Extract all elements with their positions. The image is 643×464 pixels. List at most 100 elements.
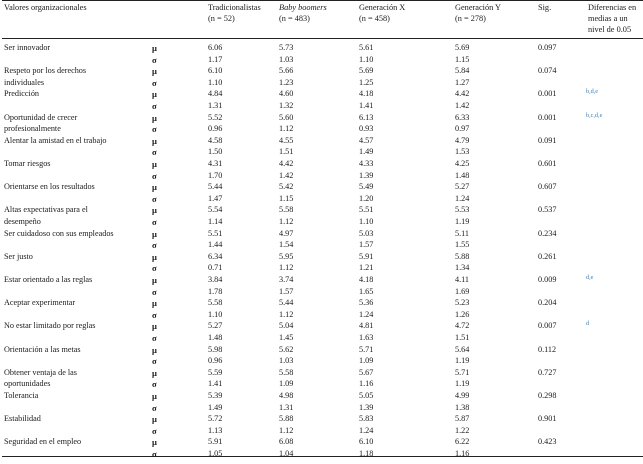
top-rule [2, 0, 643, 1]
sd-value: 1.13 [208, 425, 223, 435]
sd-value: 1.70 [208, 170, 223, 180]
sd-value: 1.12 [279, 217, 294, 226]
row-label: Ser justo [4, 251, 33, 261]
sd-value: 1.23 [279, 77, 294, 87]
mean-value: 5.58 [279, 367, 294, 377]
header-generacion-y: Generación Y [455, 3, 501, 12]
row-label: Obtener ventaja de las [4, 367, 77, 377]
mean-value: 5.98 [208, 344, 223, 354]
mean-value: 5.91 [359, 251, 374, 261]
sd-value: 1.03 [279, 54, 294, 64]
mu-symbol: μ [152, 367, 157, 378]
sigma-symbol: σ [152, 193, 157, 204]
mean-value: 6.08 [279, 437, 294, 447]
mean-value: 5.88 [455, 251, 470, 261]
mean-value: 5.73 [279, 43, 294, 52]
mean-value: 5.91 [208, 437, 223, 447]
sigma-symbol: σ [152, 101, 157, 111]
mean-value: 5.95 [279, 251, 294, 261]
mean-value: 4.33 [359, 159, 374, 168]
sig-value: 0.261 [538, 251, 557, 261]
sd-value: 1.10 [208, 309, 223, 319]
sd-value: 1.05 [208, 449, 223, 458]
sd-value: 1.12 [279, 309, 294, 319]
sig-value: 0.901 [538, 414, 557, 424]
mean-value: 5.49 [359, 182, 374, 192]
mu-symbol: μ [152, 159, 157, 169]
mean-value: 5.51 [208, 228, 223, 238]
header-values: Valores organizacionales [4, 3, 87, 12]
sd-value: 1.51 [455, 333, 470, 342]
sd-value: 1.10 [359, 217, 374, 226]
row-label: profesionalmente [4, 124, 61, 134]
sigma-symbol: σ [152, 449, 157, 459]
sigma-symbol: σ [152, 425, 157, 436]
sd-value: 1.57 [279, 286, 294, 296]
sd-value: 1.31 [208, 101, 223, 110]
sd-value: 0.71 [208, 263, 223, 273]
mean-value: 4.79 [455, 135, 470, 145]
sd-value: 1.42 [279, 170, 294, 180]
sd-value: 1.25 [359, 77, 374, 87]
mean-value: 6.06 [208, 43, 223, 52]
mean-value: 4.60 [279, 89, 294, 99]
mean-value: 5.84 [455, 66, 470, 76]
sigma-symbol: σ [152, 333, 157, 343]
sd-value: 1.15 [455, 54, 470, 64]
mean-value: 5.69 [359, 66, 374, 76]
mean-value: 5.52 [208, 112, 223, 122]
sig-value: 0.001 [538, 112, 557, 122]
sd-value: 1.18 [359, 449, 374, 458]
mean-value: 4.31 [208, 159, 223, 168]
sigma-symbol: σ [152, 379, 157, 390]
mu-symbol: μ [152, 205, 157, 216]
sd-value: 1.24 [455, 193, 470, 203]
mean-value: 4.11 [455, 275, 470, 284]
sd-value: 0.96 [208, 124, 223, 134]
mean-value: 5.62 [279, 344, 294, 354]
bottom-rule [2, 456, 643, 457]
mu-symbol: μ [152, 251, 157, 262]
sd-value: 1.47 [208, 193, 223, 203]
sigma-symbol: σ [152, 124, 157, 135]
row-label: desempeño [4, 217, 41, 226]
sd-value: 1.32 [279, 101, 294, 110]
sd-value: 1.24 [359, 425, 374, 435]
sd-value: 1.16 [455, 449, 470, 458]
mu-symbol: μ [152, 89, 157, 100]
mean-value: 3.74 [279, 275, 294, 284]
sd-value: 1.69 [455, 286, 470, 296]
sd-value: 0.96 [208, 356, 223, 366]
sd-value: 1.55 [455, 240, 470, 250]
mean-value: 6.34 [208, 251, 223, 261]
header-generacion-x: Generación X [359, 3, 406, 12]
sd-value: 1.17 [208, 54, 223, 64]
mu-symbol: μ [152, 112, 157, 123]
mean-value: 5.71 [455, 367, 470, 377]
mu-symbol: μ [152, 298, 157, 309]
sd-value: 1.21 [359, 263, 374, 273]
header-tradicionalistas-n: (n = 52) [208, 14, 235, 23]
sd-value: 1.34 [455, 263, 470, 273]
mean-value: 4.98 [279, 391, 294, 400]
sd-value: 1.27 [455, 77, 470, 87]
mean-value: 5.88 [279, 414, 294, 424]
sigma-symbol: σ [152, 147, 157, 158]
mu-symbol: μ [152, 66, 157, 77]
sigma-symbol: σ [152, 356, 157, 367]
sd-value: 1.39 [359, 170, 374, 180]
sig-value: 0.727 [538, 367, 557, 377]
mean-value: 4.81 [359, 321, 374, 331]
mu-symbol: μ [152, 344, 157, 355]
sd-value: 1.10 [359, 54, 374, 64]
sigma-symbol: σ [152, 77, 157, 88]
mean-value: 4.58 [208, 135, 223, 145]
header-baby-boomers-n: (n = 483) [279, 14, 310, 23]
mean-value: 5.61 [359, 43, 374, 52]
sig-value: 0.074 [538, 66, 557, 76]
mean-value: 4.57 [359, 135, 374, 145]
sigma-symbol: σ [152, 286, 157, 297]
header-baby-boomers: Baby boomers [279, 3, 327, 12]
sd-value: 1.44 [208, 240, 223, 250]
mean-value: 5.27 [208, 321, 223, 331]
